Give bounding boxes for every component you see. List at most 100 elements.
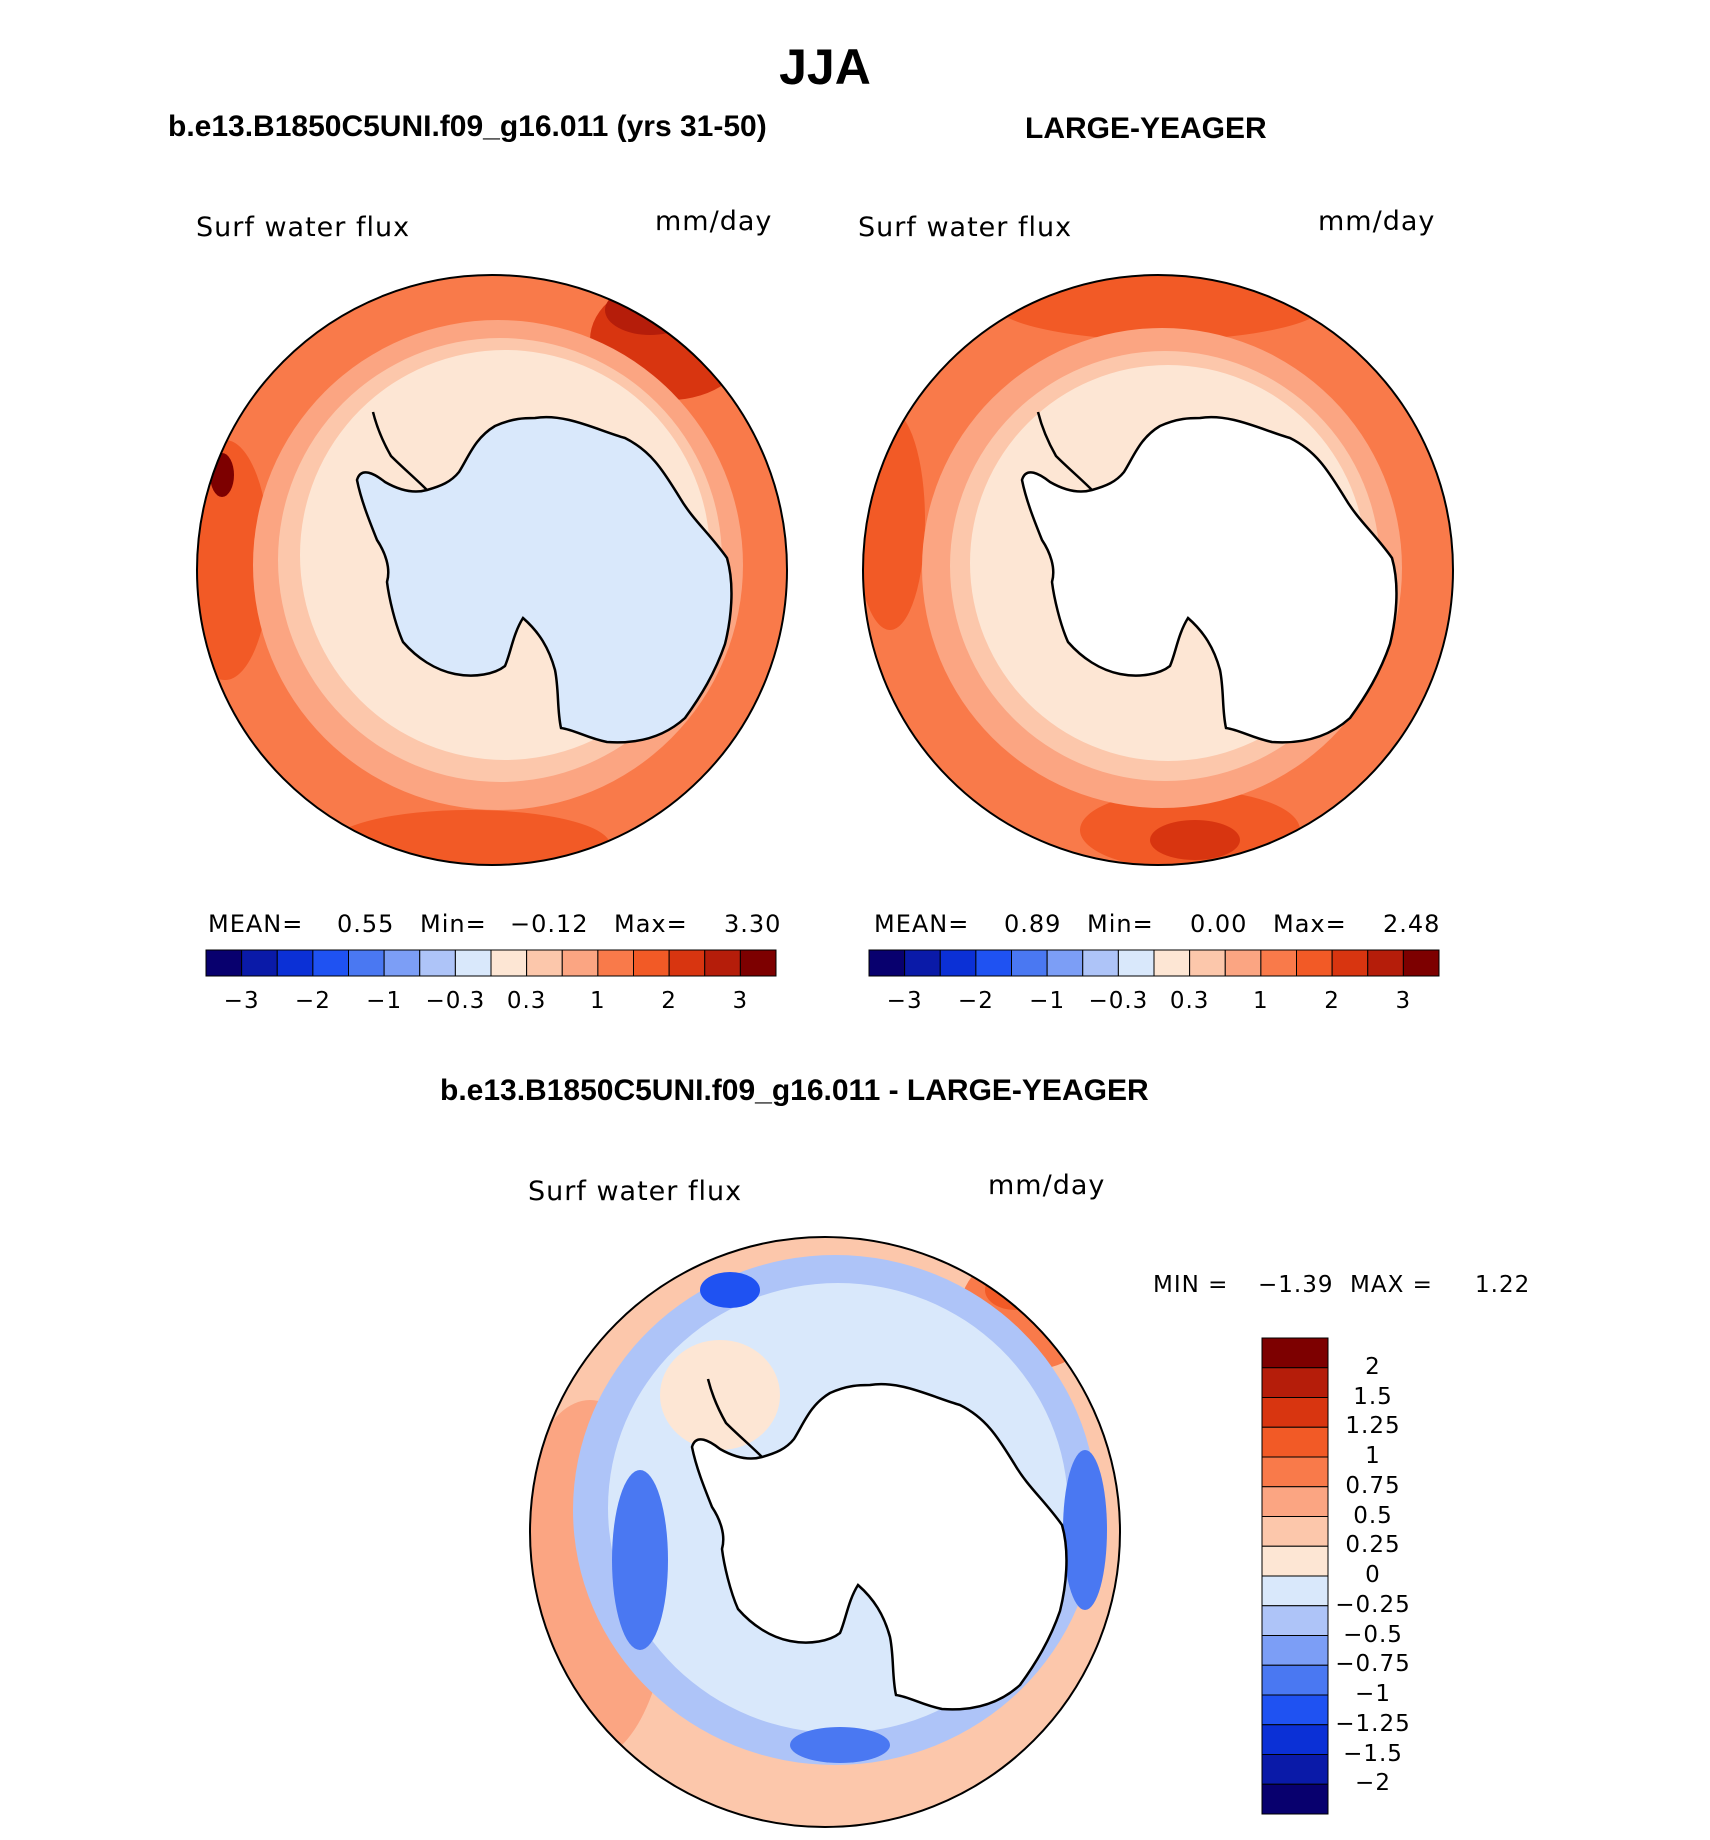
diff-colorbar-cell <box>1261 1456 1329 1488</box>
panel2-case-title: LARGE-YEAGER <box>1025 112 1267 145</box>
panel1-colorbar-cell <box>526 949 563 977</box>
diff-colorbar <box>1261 1337 1329 1815</box>
panel1-map <box>197 275 787 865</box>
diff-max-value: 1.22 <box>1475 1272 1531 1298</box>
diff-colorbar-cell <box>1261 1397 1329 1428</box>
panel1-colorbar-tick-label: −3 <box>223 988 260 1014</box>
diff-colorbar-label: 0.75 <box>1345 1472 1401 1499</box>
panel1-colorbar-cell <box>205 949 243 977</box>
panel2-colorbar-cell <box>1296 949 1333 977</box>
panel1-colorbar-cell <box>312 949 349 977</box>
panel1-colorbar-cell <box>490 949 528 977</box>
diff-colorbar-cell <box>1261 1635 1329 1666</box>
p1-band-dark-bottom <box>330 810 610 865</box>
panel1-colorbar-cell <box>419 949 456 977</box>
diff-colorbar-label: −2 <box>1355 1770 1391 1797</box>
diff-colorbar-label: 0.25 <box>1345 1532 1401 1559</box>
panel1-colorbar-cell <box>276 949 314 977</box>
panel1-colorbar-tick-label: 3 <box>732 988 749 1014</box>
panel2-colorbar-tick-label: −0.3 <box>1088 988 1149 1014</box>
diff-colorbar-cell <box>1261 1724 1329 1755</box>
p3-cool-bottom-strong <box>790 1727 890 1763</box>
panel1-colorbar-cell <box>739 949 777 977</box>
p3-warm-inner <box>660 1340 780 1450</box>
diff-colorbar-label: −0.5 <box>1343 1621 1403 1648</box>
diff-colorbar-label: 0 <box>1365 1562 1381 1588</box>
panel1-mean-label: MEAN= <box>208 910 304 938</box>
diff-variable-label: Surf water flux <box>528 1176 743 1207</box>
diff-colorbar-label: −0.25 <box>1335 1591 1411 1618</box>
panel2-colorbar-cell <box>1117 949 1155 977</box>
p3-cool-right-strong <box>1063 1450 1107 1610</box>
panel2-map <box>863 275 1453 865</box>
panel2-colorbar-cell <box>1189 949 1226 977</box>
panel1-colorbar-cell <box>241 949 278 977</box>
panel1-colorbar-cell <box>704 949 741 977</box>
panel2-colorbar-cell <box>1331 949 1369 977</box>
panel2-colorbar-cell <box>1260 949 1297 977</box>
diff-colorbar-label: −0.75 <box>1335 1651 1411 1678</box>
diff-colorbar-cell <box>1261 1605 1329 1636</box>
panel2-colorbar-tick-label: −2 <box>957 988 994 1014</box>
panel1-units-label: mm/day <box>655 206 773 237</box>
panel2-colorbar-cell <box>904 949 941 977</box>
panel2-colorbar-cell <box>1011 949 1048 977</box>
panel1-colorbar-tick-label: −0.3 <box>425 988 486 1014</box>
panel2-colorbar-cell <box>1367 949 1404 977</box>
panel2-colorbar-cell <box>1224 949 1262 977</box>
panel2-colorbar-tick-label: 2 <box>1324 988 1340 1014</box>
diff-colorbar-cell <box>1261 1337 1329 1369</box>
p2-band-dark-left <box>863 410 925 630</box>
panel1-colorbar-tick-label: 1 <box>590 988 606 1014</box>
panel2-colorbar-cell <box>939 949 977 977</box>
diff-title: b.e13.B1850C5UNI.f09_g16.011 - LARGE-YEA… <box>440 1074 1149 1107</box>
panel2-max-value: 2.48 <box>1383 910 1441 938</box>
p3-cool-top-strong <box>700 1272 760 1308</box>
panel2-colorbar-tick-label: −3 <box>886 988 923 1014</box>
panel1-min-label: Min= <box>420 910 487 938</box>
panel1-colorbar-cell <box>348 949 385 977</box>
panel2-min-value: 0.00 <box>1190 910 1248 938</box>
diff-colorbar-cell <box>1261 1486 1329 1517</box>
diff-colorbar-cell <box>1261 1694 1329 1726</box>
panel2-colorbar <box>868 949 1440 977</box>
diff-colorbar-cell <box>1261 1754 1329 1785</box>
panel2-units-label: mm/day <box>1318 206 1436 237</box>
diff-colorbar-label: 1.5 <box>1353 1383 1393 1410</box>
panel2-colorbar-tick-label: 3 <box>1395 988 1412 1014</box>
panel2-max-label: Max= <box>1273 910 1347 938</box>
panel1-colorbar-cell <box>597 949 634 977</box>
panel2-mean-label: MEAN= <box>874 910 970 938</box>
panel1-colorbar-cell <box>383 949 421 977</box>
panel2-colorbar-tick-label: 0.3 <box>1169 988 1210 1014</box>
diff-colorbar-label: −1.25 <box>1335 1710 1411 1737</box>
panel2-colorbar-cell <box>975 949 1012 977</box>
panel1-colorbar-cell <box>454 949 492 977</box>
diff-colorbar-label: −1.5 <box>1343 1740 1403 1767</box>
panel2-mean-value: 0.89 <box>1004 910 1062 938</box>
panel3-map-border <box>529 1236 1121 1828</box>
panel2-colorbar-tick-label: −1 <box>1029 988 1066 1014</box>
panel1-colorbar-tick-label: 0.3 <box>506 988 547 1014</box>
p2-band-darkest-bottom <box>1150 820 1240 860</box>
panel2-map-border <box>862 274 1454 866</box>
diff-colorbar-label: 0.5 <box>1353 1502 1393 1529</box>
p1-band-darkest-ne <box>605 285 695 335</box>
p3-cool-left-strong <box>612 1470 668 1650</box>
panel2-colorbar-cell <box>1046 949 1084 977</box>
diff-min-label: MIN = <box>1153 1272 1229 1298</box>
diff-max-label: MAX = <box>1350 1272 1433 1298</box>
panel1-max-value: 3.30 <box>724 910 782 938</box>
diff-colorbar-label: −1 <box>1355 1681 1391 1707</box>
diff-units-label: mm/day <box>988 1170 1106 1201</box>
panel2-colorbar-cell <box>1153 949 1191 977</box>
panel2-colorbar-tick-label: 1 <box>1253 988 1269 1014</box>
diff-colorbar-label: 2 <box>1365 1353 1381 1380</box>
panel1-variable-label: Surf water flux <box>196 212 411 243</box>
panel1-min-value: −0.12 <box>510 910 589 938</box>
panel1-colorbar-cell <box>561 949 599 977</box>
panel1-colorbar <box>205 949 777 977</box>
panel2-min-label: Min= <box>1087 910 1154 938</box>
panel3-map <box>530 1237 1120 1827</box>
diff-colorbar-cell <box>1261 1516 1329 1547</box>
